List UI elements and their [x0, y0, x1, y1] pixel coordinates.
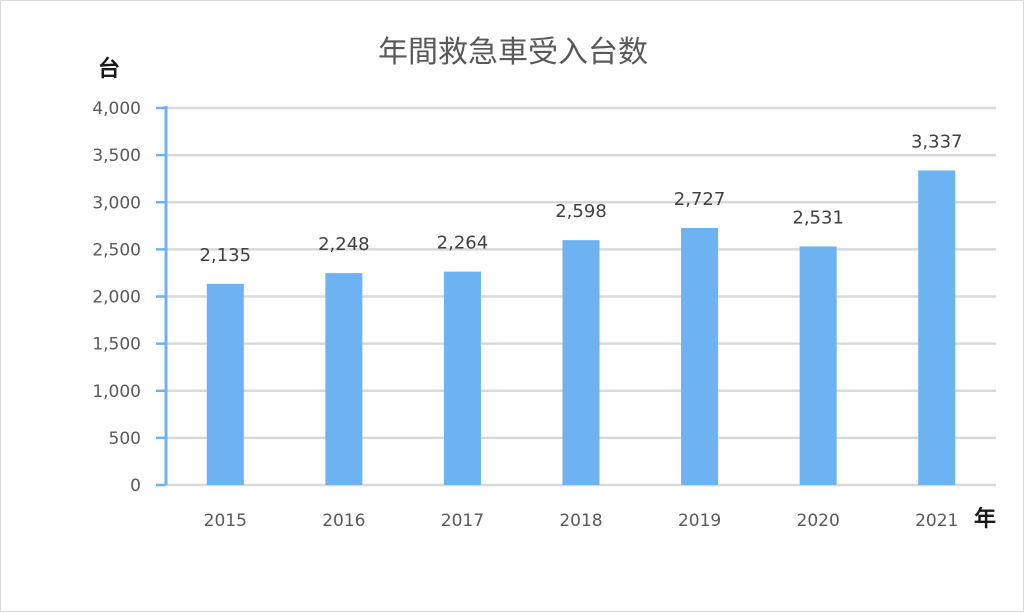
y-tick-label: 500 — [109, 429, 141, 449]
bar — [562, 240, 600, 485]
y-tick-label: 4,000 — [92, 99, 141, 119]
x-tick-label: 2017 — [441, 511, 484, 531]
bar-value-label: 2,135 — [200, 245, 252, 266]
chart-title: 年間救急車受入台数 — [378, 35, 648, 70]
labels: 0 500 1,000 1,500 2,000 2,500 3,000 3,500 4,000 2… — [92, 99, 962, 531]
x-tick-label: 2015 — [204, 511, 247, 531]
y-axis-unit-label: 台 — [98, 56, 120, 82]
y-tick-label: 0 — [130, 476, 141, 496]
x-axis-unit-label: 年 — [974, 506, 996, 532]
x-tick-label: 2018 — [559, 511, 602, 531]
bar-value-label: 2,264 — [437, 233, 489, 254]
bar — [799, 246, 837, 485]
y-tick-label: 2,500 — [92, 240, 141, 260]
bar — [443, 271, 481, 485]
bar-value-label: 3,337 — [911, 131, 963, 152]
bars — [206, 170, 956, 486]
bar — [918, 170, 956, 486]
bar-value-label: 2,531 — [792, 207, 844, 228]
x-tick-label: 2021 — [915, 511, 958, 531]
y-tick-label: 3,000 — [92, 193, 141, 213]
bar-value-label: 2,248 — [318, 234, 370, 255]
y-axis — [156, 106, 168, 487]
x-tick-label: 2019 — [678, 511, 721, 531]
y-tick-label: 3,500 — [92, 146, 141, 166]
y-tick-label: 2,000 — [92, 288, 141, 308]
y-tick-label: 1,500 — [92, 335, 141, 355]
bar — [206, 283, 244, 485]
x-tick-label: 2016 — [322, 511, 365, 531]
bar-value-label: 2,727 — [674, 189, 726, 210]
y-tick-label: 1,000 — [92, 382, 141, 402]
bar — [325, 273, 363, 485]
x-tick-label: 2020 — [797, 511, 840, 531]
bar — [681, 227, 719, 485]
bar-value-label: 2,598 — [555, 201, 607, 222]
